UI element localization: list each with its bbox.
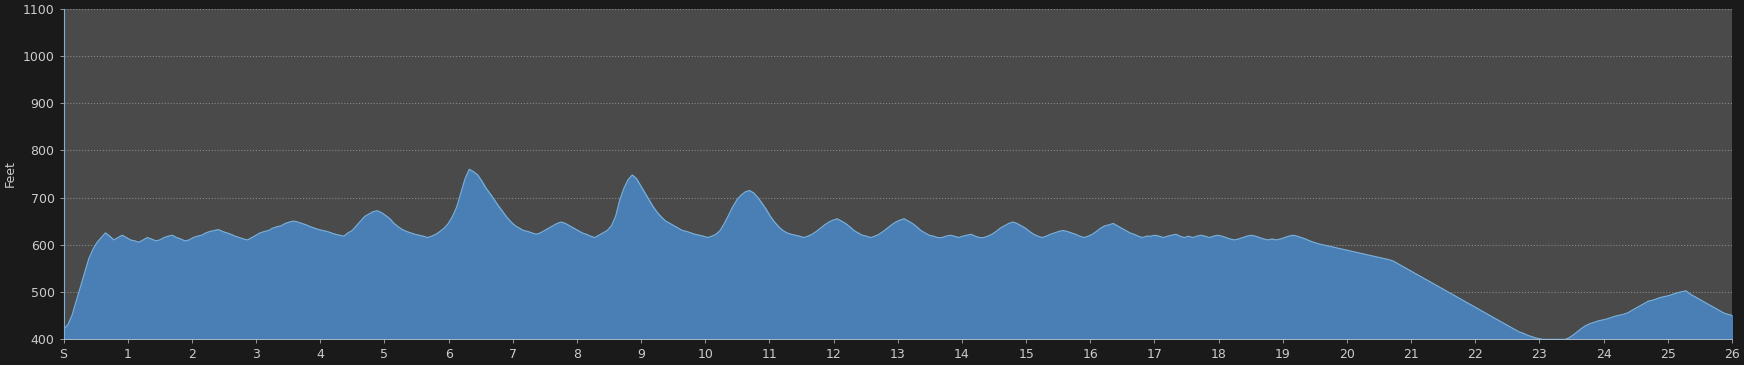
Y-axis label: Feet: Feet — [3, 161, 17, 187]
